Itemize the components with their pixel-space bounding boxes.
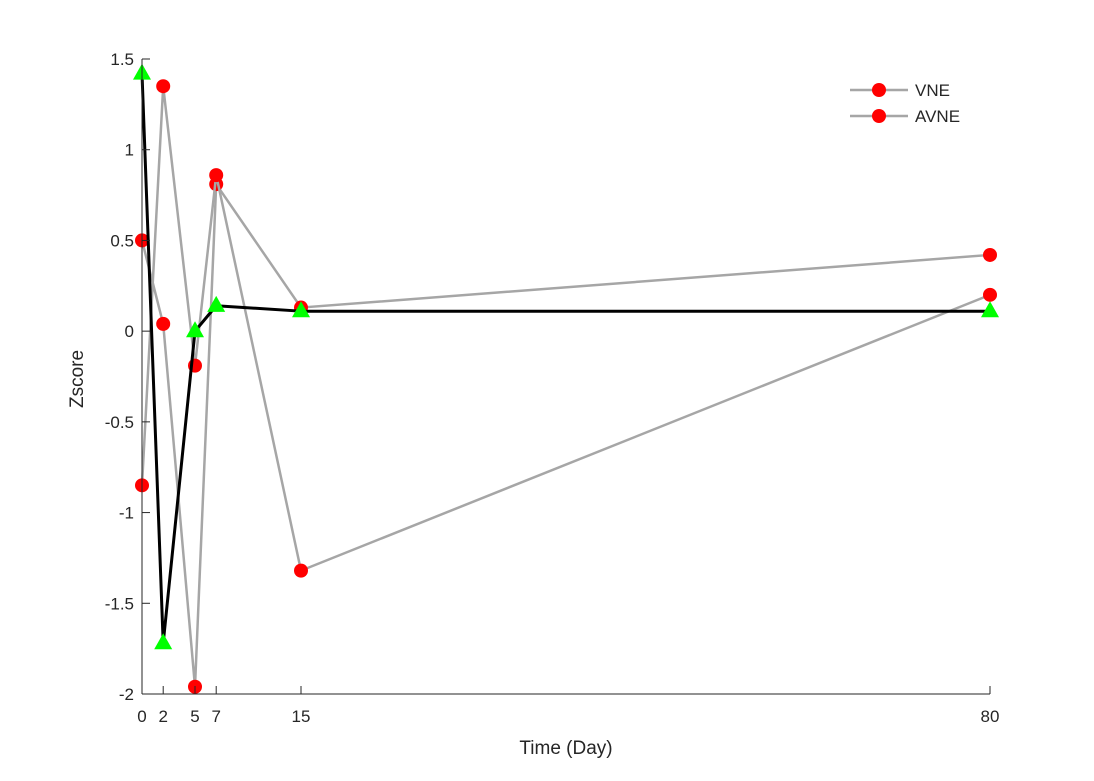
data-point-circle	[156, 79, 171, 94]
series-vne	[135, 177, 997, 694]
legend-label: AVNE	[915, 107, 960, 126]
legend-item-avne: AVNE	[850, 107, 960, 126]
y-tick-label: -2	[119, 685, 134, 704]
y-tick-label: -0.5	[105, 413, 134, 432]
data-point-circle	[983, 247, 997, 262]
legend-marker	[872, 83, 886, 97]
y-tick-label: -1	[119, 504, 134, 523]
x-tick-label: 80	[981, 707, 1000, 726]
data-point-triangle	[207, 295, 226, 312]
legend-marker	[872, 109, 886, 123]
y-tick-label: 1	[125, 141, 134, 160]
y-tick-label: 0	[125, 322, 134, 341]
x-tick-label: 7	[211, 707, 220, 726]
series-line	[140, 182, 991, 688]
data-point-triangle	[981, 301, 999, 318]
x-tick-label: 15	[292, 707, 311, 726]
series-line	[140, 84, 991, 572]
legend-label: VNE	[915, 81, 950, 100]
axes: 1.510.50-0.5-1-1.5-20 2 5 7 15 80	[105, 50, 1000, 726]
data-point-triangle	[154, 633, 173, 650]
y-axis-label: Zscore	[67, 350, 88, 408]
series-avne	[135, 79, 997, 578]
legend: VNE AVNE	[850, 81, 960, 126]
data-point-circle	[156, 316, 171, 331]
data-point-circle	[209, 168, 224, 183]
data-point-circle	[983, 287, 997, 302]
series-mean	[133, 63, 999, 650]
data-point-circle	[294, 563, 308, 578]
x-tick-label: 0	[137, 707, 146, 726]
y-tick-label: -1.5	[105, 594, 134, 613]
series-layer	[133, 63, 999, 694]
data-point-triangle	[292, 301, 310, 318]
x-axis-label: Time (Day)	[519, 738, 612, 759]
x-tick-label: 5	[190, 707, 199, 726]
series-line	[140, 73, 990, 645]
data-point-triangle	[186, 321, 204, 338]
legend-item-vne: VNE	[850, 81, 950, 100]
y-tick-label: 1.5	[110, 50, 134, 69]
x-tick-label: 2	[158, 707, 167, 726]
y-tick-label: 0.5	[110, 231, 134, 250]
